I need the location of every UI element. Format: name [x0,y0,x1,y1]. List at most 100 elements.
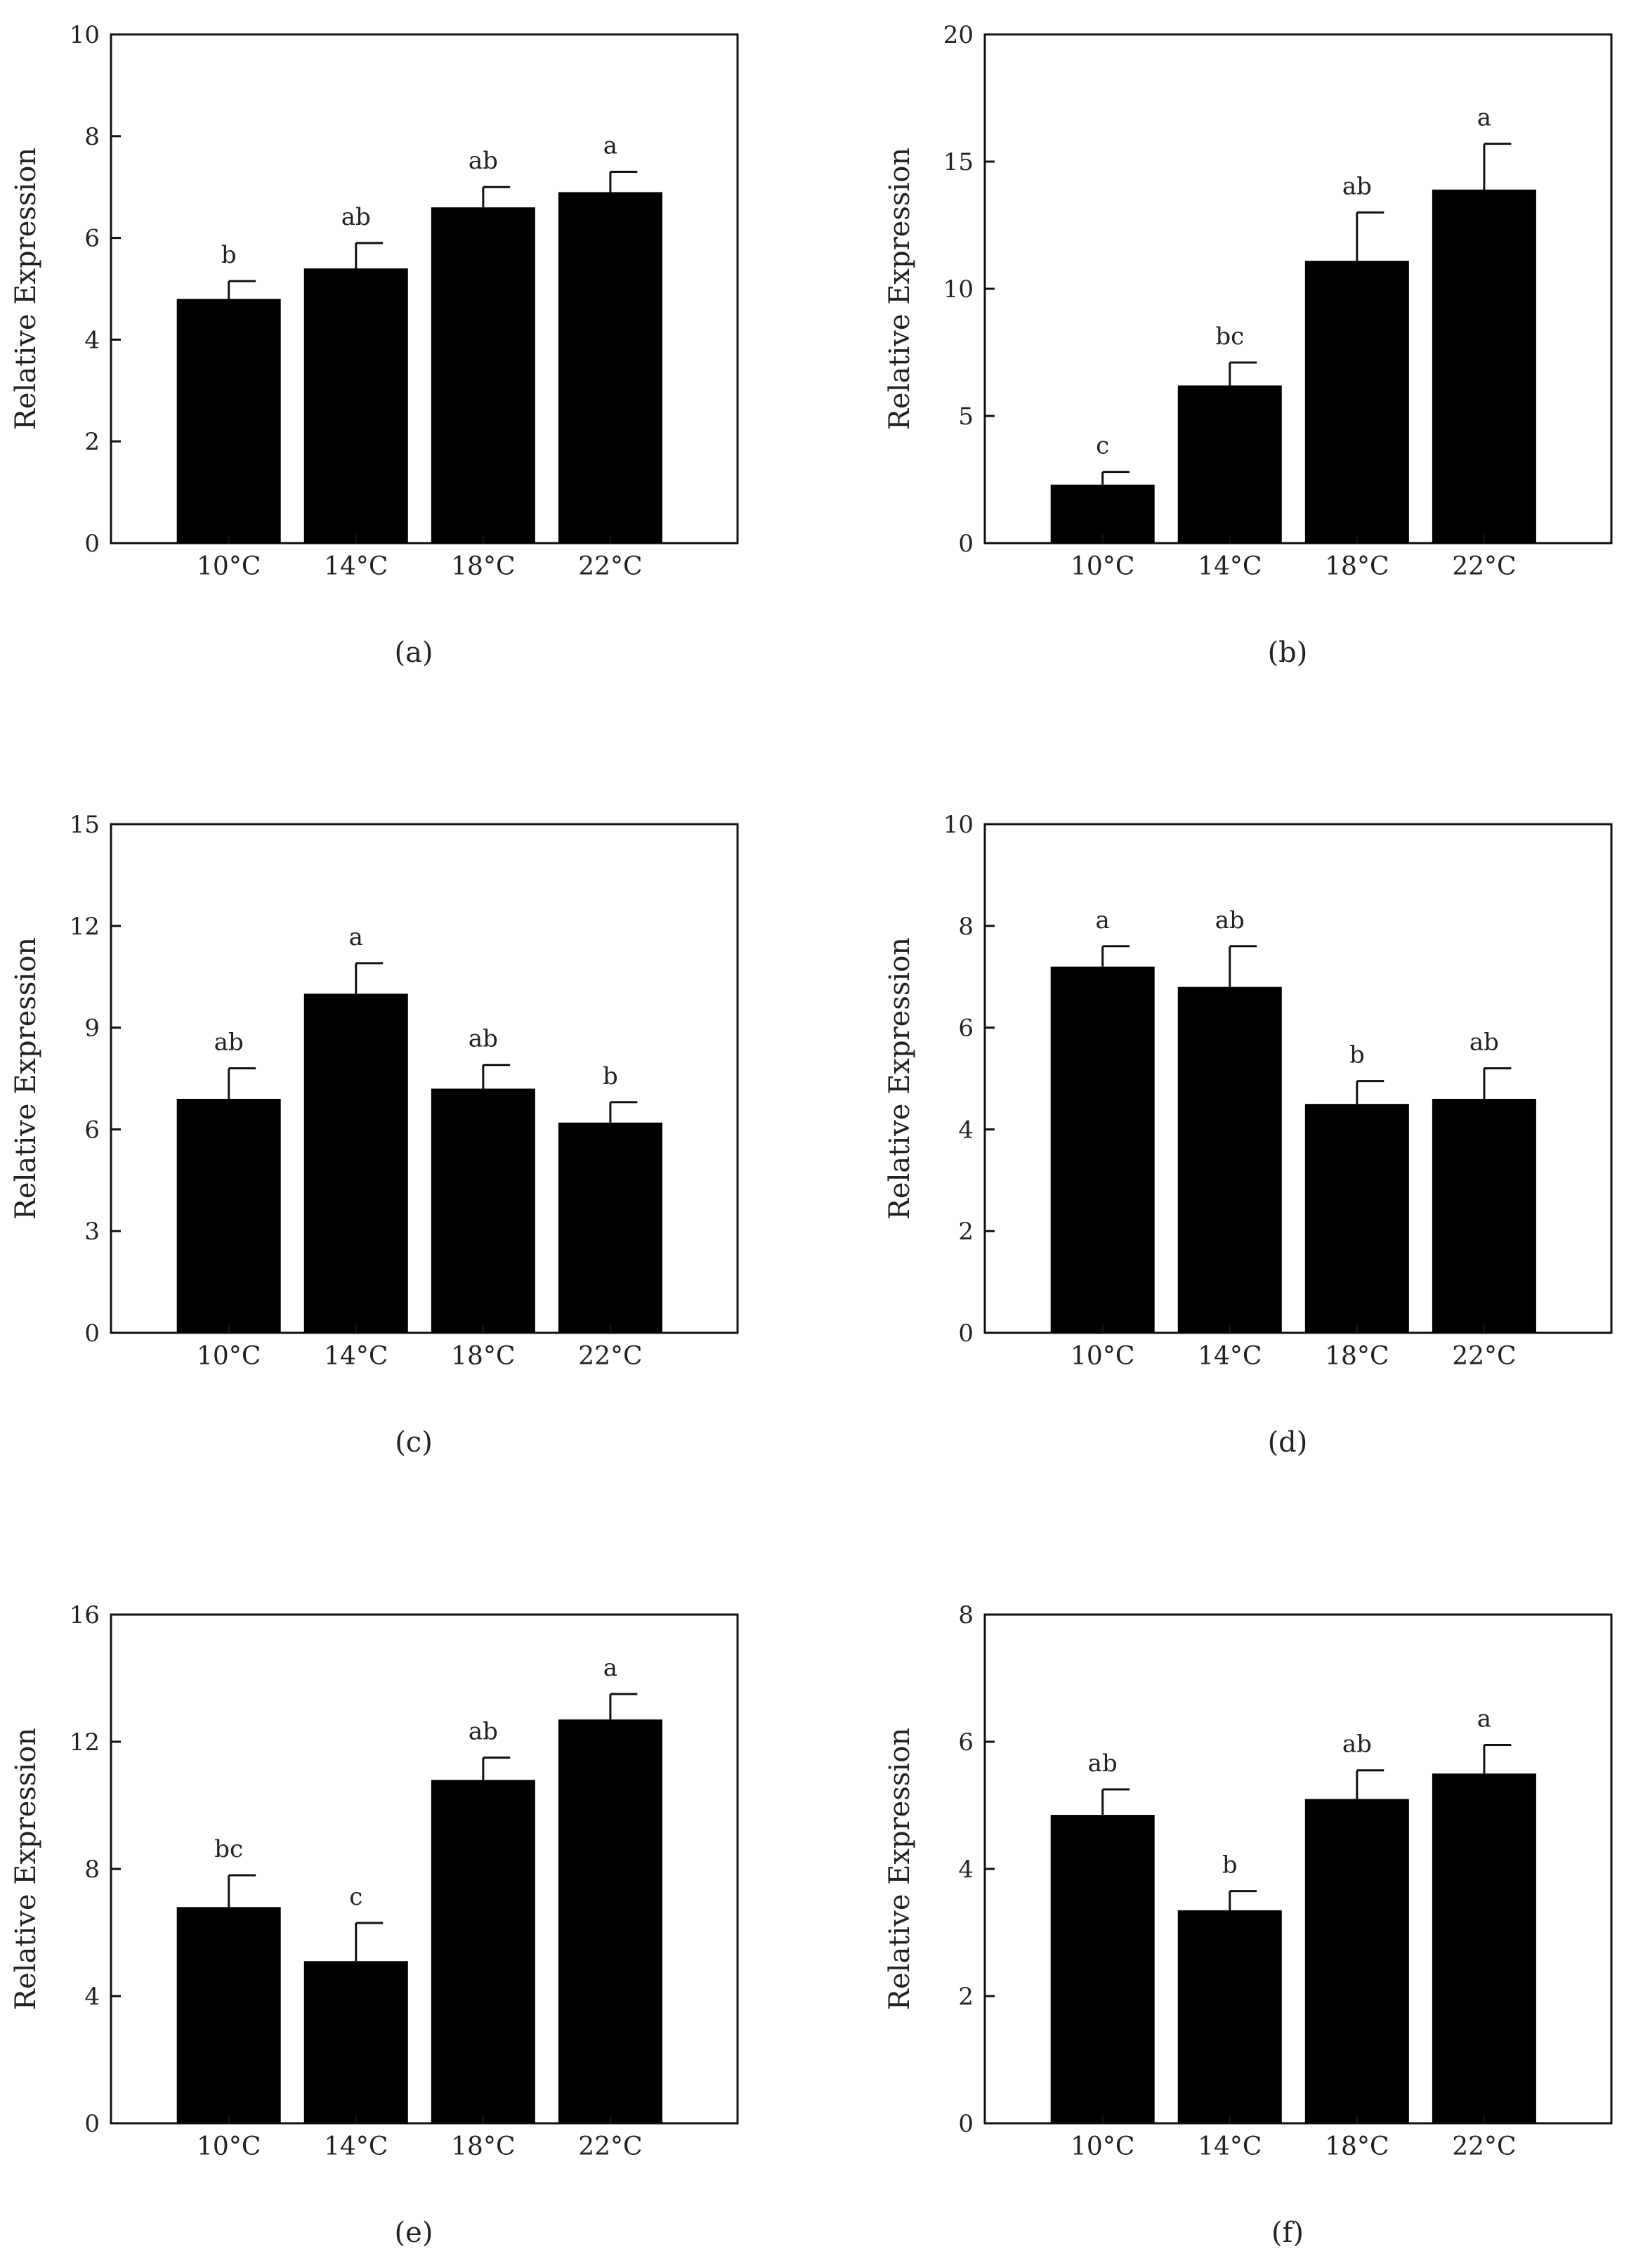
bar [1432,1098,1536,1333]
bar [1304,261,1409,543]
y-axis-label: Relative Expression [884,148,916,430]
chart-panel-e: 0 4 8 12 16 Relative Expression bc 10°C c 14°C ab 1… [10,1601,739,2249]
chart-panel-c: 0 3 6 9 12 15 Relative Expression ab 10°C a 14°C ab… [10,811,739,1459]
y-axis-label: Relative Expression [10,937,42,1220]
x-category-label: 18°C [1325,552,1389,581]
significance-label: a [603,131,617,159]
y-tick-label: 20 [943,21,974,49]
significance-label: a [349,923,363,951]
chart-panel-b: 0 5 10 15 20 Relative Expression c 10°C bc 14°C ab… [884,21,1613,669]
x-category-label: 22°C [1452,2132,1516,2161]
bar [176,299,281,543]
bar [1432,189,1536,543]
bar [303,268,408,543]
y-tick-label: 2 [84,428,100,456]
significance-label: c [1096,432,1109,460]
x-category-label: 14°C [1198,552,1262,581]
panel-label: (a) [394,637,433,669]
x-category-label: 14°C [324,1342,388,1371]
y-tick-label: 3 [84,1218,100,1246]
x-category-label: 14°C [324,552,388,581]
x-category-label: 10°C [197,552,261,581]
significance-label: ab [1215,906,1245,934]
y-tick-label: 8 [958,913,974,941]
y-tick-label: 0 [958,530,974,558]
x-category-label: 22°C [1452,1342,1516,1371]
x-category-label: 22°C [1452,552,1516,581]
x-category-label: 18°C [451,2132,515,2161]
significance-label: c [349,1883,362,1911]
y-axis-label: Relative Expression [884,1728,916,2010]
y-tick-label: 16 [70,1601,100,1629]
y-tick-label: 12 [70,1728,100,1757]
y-tick-label: 10 [943,811,974,839]
significance-label: a [603,1654,617,1682]
bar [558,1719,662,2123]
y-tick-label: 4 [958,1116,974,1144]
panel-label: (d) [1268,1426,1308,1459]
y-tick-label: 15 [943,148,974,176]
y-axis-label: Relative Expression [884,937,916,1220]
y-tick-label: 12 [70,913,100,941]
y-tick-label: 9 [84,1015,100,1043]
bar [176,1907,281,2123]
x-category-label: 18°C [451,552,515,581]
y-tick-label: 5 [958,403,974,431]
significance-label: a [1096,906,1110,934]
y-tick-label: 4 [84,1983,100,2011]
y-axis-label: Relative Expression [10,1728,42,2010]
y-tick-label: 8 [84,123,100,151]
x-category-label: 10°C [1071,552,1134,581]
significance-label: bc [1215,322,1244,351]
bar [431,207,535,543]
y-tick-label: 6 [84,225,100,253]
x-category-label: 18°C [451,1342,515,1371]
significance-label: ab [341,203,371,231]
plot-frame [110,33,739,545]
significance-label: b [1349,1041,1365,1069]
bar [303,993,408,1333]
y-tick-label: 15 [70,811,100,839]
significance-label: ab [214,1029,244,1057]
significance-label: bc [214,1835,243,1863]
x-category-label: 10°C [1071,1342,1134,1371]
significance-label: ab [469,147,498,175]
panel-label: (c) [395,1426,433,1459]
bar [1304,1799,1409,2123]
chart-panel-f: 0 2 4 6 8 Relative Expression ab 10°C b 14°C ab 18°… [884,1601,1613,2249]
significance-label: ab [469,1025,498,1053]
x-category-label: 14°C [1198,1342,1262,1371]
bar [1177,986,1282,1333]
x-category-label: 22°C [578,552,642,581]
significance-label: ab [469,1718,498,1746]
bar [431,1088,535,1333]
y-axis-label: Relative Expression [10,148,42,430]
y-tick-label: 6 [958,1728,974,1757]
significance-label: ab [1342,172,1372,200]
y-tick-label: 0 [958,1319,974,1348]
bar [303,1961,408,2123]
bar [1432,1773,1536,2123]
y-tick-label: 0 [84,1319,100,1348]
y-tick-label: 0 [958,2110,974,2138]
y-tick-label: 4 [84,326,100,354]
panel-label: (e) [395,2217,433,2249]
significance-label: a [1477,1705,1491,1733]
bar [558,192,662,543]
significance-label: ab [1342,1731,1372,1759]
y-tick-label: 8 [84,1856,100,1884]
bar [1050,1815,1155,2123]
y-tick-label: 8 [958,1601,974,1629]
x-category-label: 10°C [1071,2132,1134,2161]
panel-label: (b) [1268,637,1308,669]
panel-label: (f) [1271,2217,1304,2249]
significance-label: b [1222,1851,1238,1879]
y-tick-label: 6 [958,1015,974,1043]
x-category-label: 10°C [197,2132,261,2161]
significance-label: a [1477,104,1491,132]
chart-panel-d: 0 2 4 6 8 10 Relative Expression a 10°C ab 14°C b 18… [884,811,1613,1459]
y-tick-label: 10 [70,21,100,49]
chart-panel-a: 0 2 4 6 8 10 Relative Expression b 10°C ab 14°C ab 1… [10,21,739,669]
